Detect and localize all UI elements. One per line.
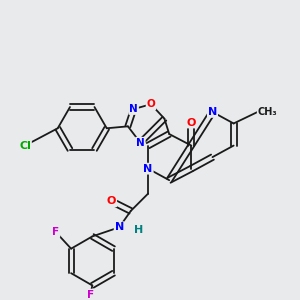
Text: O: O xyxy=(187,118,196,128)
Text: O: O xyxy=(147,99,155,109)
Text: CH₃: CH₃ xyxy=(258,107,277,117)
Text: F: F xyxy=(52,227,59,237)
Text: Cl: Cl xyxy=(19,141,31,151)
Text: F: F xyxy=(87,290,94,300)
Text: H: H xyxy=(134,225,143,235)
Text: N: N xyxy=(208,107,217,117)
Text: O: O xyxy=(107,196,116,206)
Text: N: N xyxy=(129,104,138,114)
Text: N: N xyxy=(143,164,153,174)
Text: N: N xyxy=(115,222,124,232)
Text: N: N xyxy=(136,138,145,148)
